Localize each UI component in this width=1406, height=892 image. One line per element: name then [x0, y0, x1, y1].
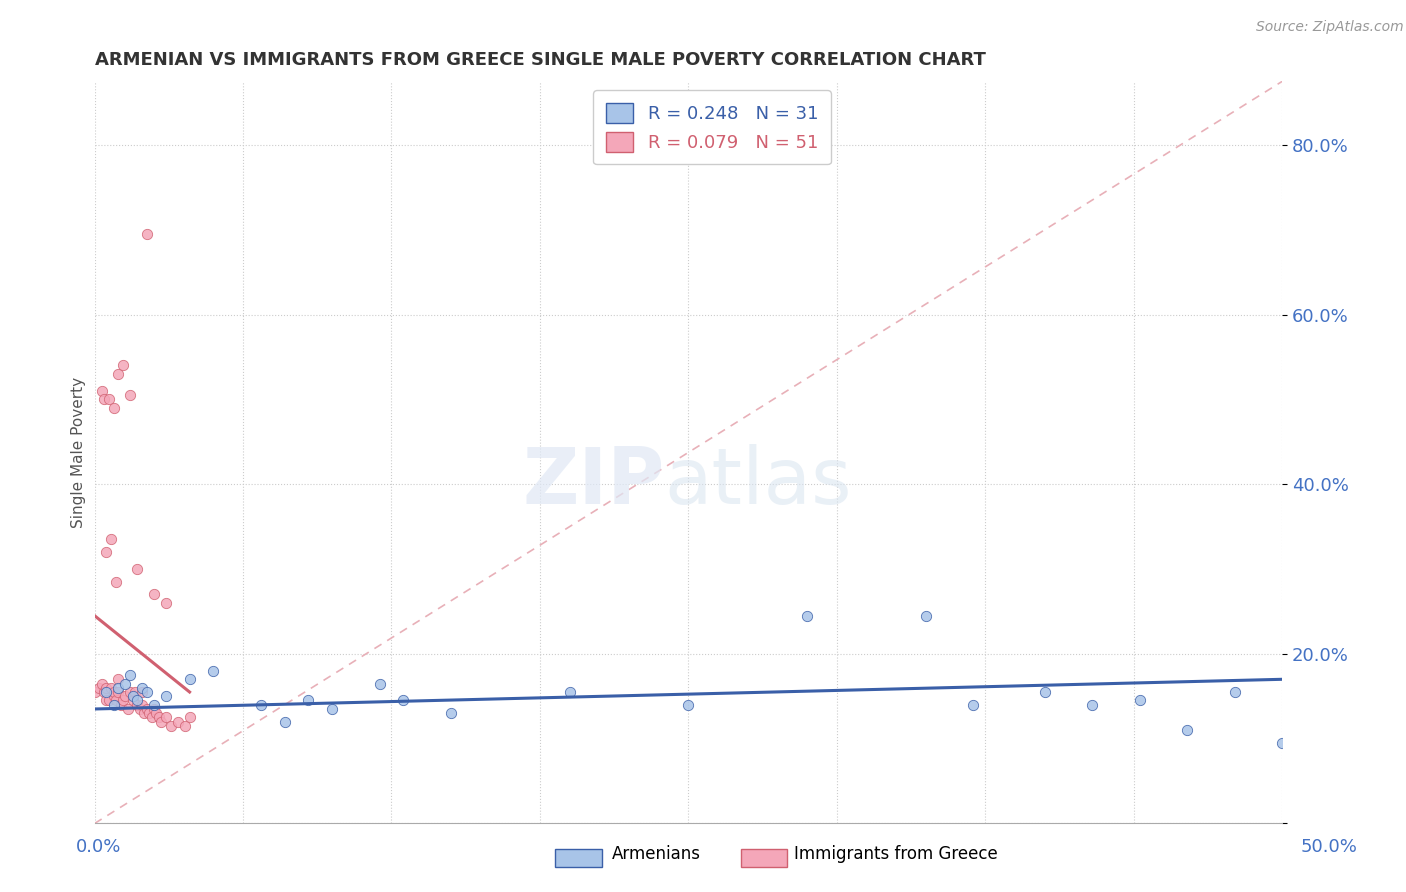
Point	[141, 710, 163, 724]
Point	[440, 706, 463, 721]
Point	[1271, 736, 1294, 750]
Point	[93, 685, 115, 699]
Text: 50.0%: 50.0%	[1301, 838, 1357, 855]
Point	[96, 545, 118, 559]
Text: 0.0%: 0.0%	[76, 838, 121, 855]
Point	[107, 673, 129, 687]
Point	[1033, 685, 1056, 699]
Point	[96, 693, 118, 707]
Point	[121, 693, 143, 707]
Point	[120, 388, 142, 402]
Point	[103, 401, 125, 415]
Text: ZIP: ZIP	[523, 444, 665, 520]
Point	[138, 706, 160, 721]
Text: Source: ZipAtlas.com: Source: ZipAtlas.com	[1256, 20, 1403, 34]
Point	[150, 714, 173, 729]
Point	[120, 668, 142, 682]
Point	[131, 698, 153, 712]
Text: ARMENIAN VS IMMIGRANTS FROM GREECE SINGLE MALE POVERTY CORRELATION CHART: ARMENIAN VS IMMIGRANTS FROM GREECE SINGL…	[94, 51, 986, 69]
Point	[145, 706, 167, 721]
Point	[121, 690, 143, 704]
Point	[142, 587, 165, 601]
Point	[173, 719, 195, 733]
Point	[250, 698, 273, 712]
Point	[96, 681, 118, 695]
Point	[104, 574, 127, 589]
Point	[112, 693, 135, 707]
Text: Armenians: Armenians	[612, 845, 700, 863]
Point	[131, 685, 153, 699]
Point	[202, 664, 225, 678]
Point	[297, 693, 319, 707]
Point	[117, 702, 139, 716]
Point	[103, 698, 125, 712]
Point	[107, 367, 129, 381]
Point	[114, 676, 136, 690]
Point	[97, 392, 120, 407]
Point	[127, 562, 149, 576]
Point	[107, 685, 129, 699]
Point	[166, 714, 188, 729]
Point	[120, 685, 142, 699]
Point	[128, 702, 150, 716]
Point	[100, 681, 122, 695]
Point	[103, 685, 125, 699]
Point	[110, 698, 132, 712]
Point	[135, 702, 157, 716]
Point	[127, 698, 149, 712]
Point	[155, 710, 177, 724]
Point	[796, 608, 818, 623]
Point	[100, 533, 122, 547]
Y-axis label: Single Male Poverty: Single Male Poverty	[72, 376, 86, 528]
Point	[962, 698, 984, 712]
Point	[90, 676, 112, 690]
Point	[124, 685, 146, 699]
Point	[135, 227, 157, 241]
Point	[155, 690, 177, 704]
Point	[107, 681, 129, 695]
Legend: R = 0.248   N = 31, R = 0.079   N = 51: R = 0.248 N = 31, R = 0.079 N = 51	[593, 90, 831, 164]
Point	[159, 719, 181, 733]
Point	[915, 608, 938, 623]
Point	[90, 384, 112, 398]
Point	[1223, 685, 1246, 699]
Point	[148, 710, 170, 724]
Point	[558, 685, 581, 699]
Point	[103, 690, 125, 704]
Point	[135, 685, 157, 699]
Point	[179, 710, 201, 724]
Point	[1129, 693, 1152, 707]
Point	[368, 676, 391, 690]
Point	[179, 673, 201, 687]
Point	[321, 702, 343, 716]
Point	[678, 698, 700, 712]
Point	[96, 685, 118, 699]
Point	[142, 698, 165, 712]
Point	[142, 702, 165, 716]
Point	[97, 693, 120, 707]
Point	[155, 596, 177, 610]
Text: atlas: atlas	[665, 444, 852, 520]
Point	[89, 681, 111, 695]
Point	[104, 693, 127, 707]
Point	[93, 392, 115, 407]
Point	[1081, 698, 1104, 712]
Point	[392, 693, 415, 707]
Point	[127, 693, 149, 707]
Point	[273, 714, 295, 729]
Point	[83, 685, 105, 699]
Point	[131, 681, 153, 695]
Point	[112, 359, 135, 373]
Text: Immigrants from Greece: Immigrants from Greece	[794, 845, 998, 863]
Point	[114, 690, 136, 704]
Point	[1175, 723, 1198, 738]
Point	[134, 706, 156, 721]
